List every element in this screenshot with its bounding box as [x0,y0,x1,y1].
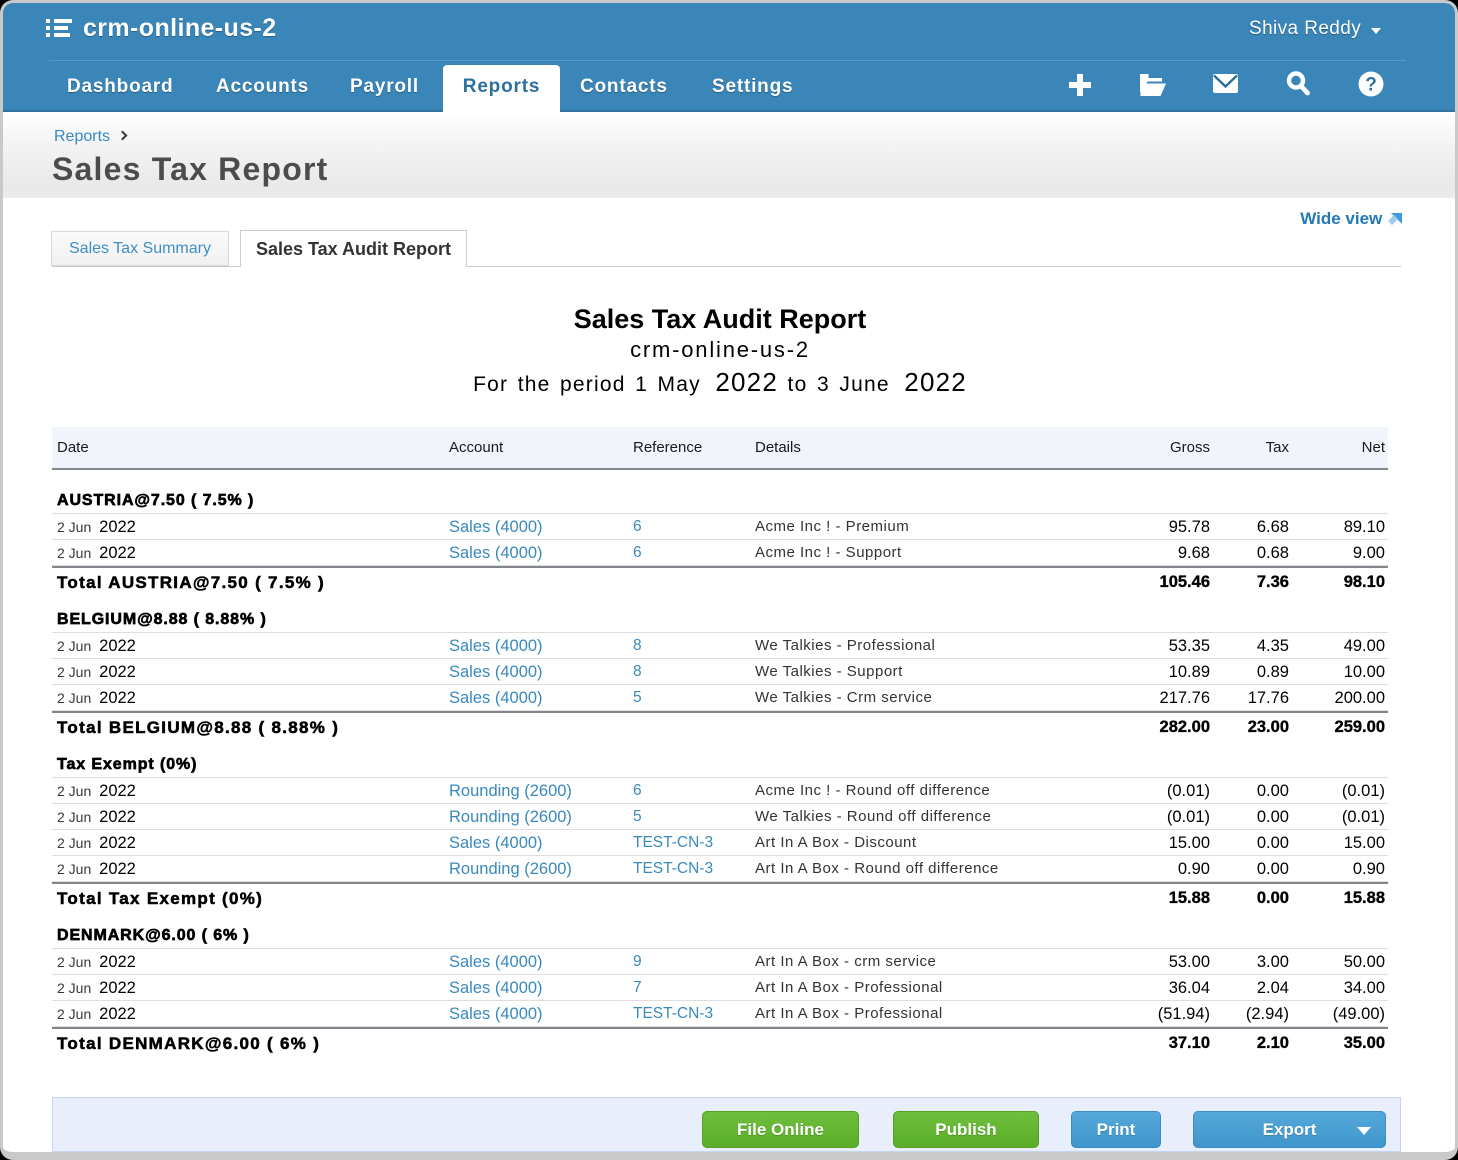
svg-text:?: ? [1365,75,1377,96]
